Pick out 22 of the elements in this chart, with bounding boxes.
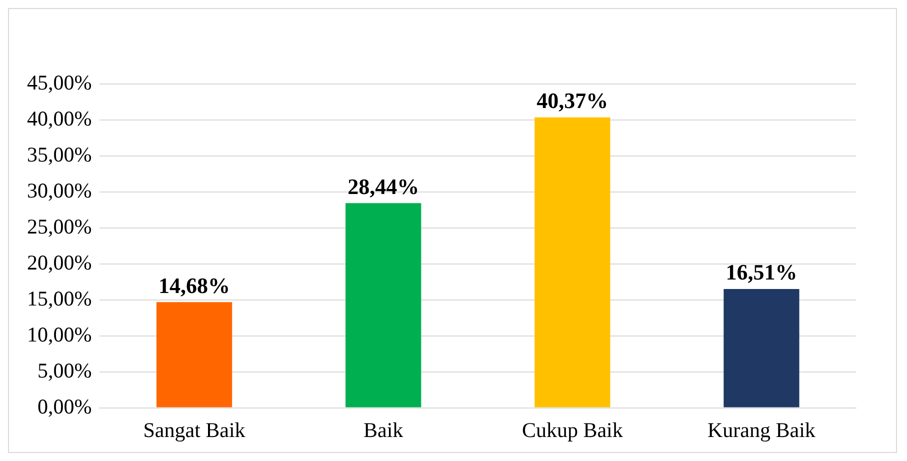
x-tick-label: Baik	[364, 418, 404, 442]
y-tick-label: 45,00%	[26, 70, 92, 95]
bar	[346, 203, 422, 408]
y-tick-label: 15,00%	[26, 286, 92, 310]
x-tick-label: Cukup Baik	[522, 418, 624, 442]
x-tick-label: Kurang Baik	[708, 418, 816, 442]
bar	[724, 289, 800, 408]
bar	[156, 302, 232, 408]
data-label: 28,44%	[348, 174, 420, 199]
y-tick-label: 5,00%	[37, 358, 92, 382]
bar	[534, 117, 610, 408]
x-tick-label: Sangat Baik	[143, 418, 246, 442]
data-label: 40,37%	[536, 88, 608, 114]
data-label: 14,68%	[158, 272, 230, 298]
y-tick-label: 25,00%	[26, 214, 92, 238]
y-tick-label: 40,00%	[26, 106, 92, 130]
y-tick-label: 20,00%	[26, 250, 92, 274]
y-tick-label: 0,00%	[37, 394, 92, 418]
data-label: 16,51%	[726, 260, 798, 285]
y-tick-label: 35,00%	[26, 142, 92, 166]
y-tick-label: 10,00%	[26, 322, 92, 346]
y-tick-label: 30,00%	[26, 178, 92, 202]
